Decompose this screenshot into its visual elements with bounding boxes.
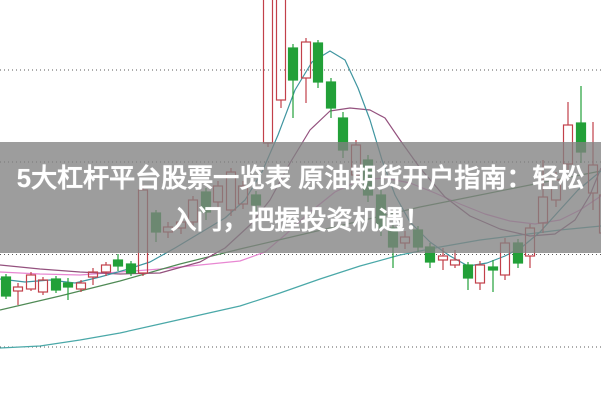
headline-line-1: 5大杠杆平台股票一览表 原油期货开户指南：轻松 [16,163,585,193]
headline-line-2: 入门，把握投资机遇！ [170,205,431,235]
headline-overlay: 5大杠杆平台股票一览表 原油期货开户指南：轻松 入门，把握投资机遇！ [0,142,601,253]
